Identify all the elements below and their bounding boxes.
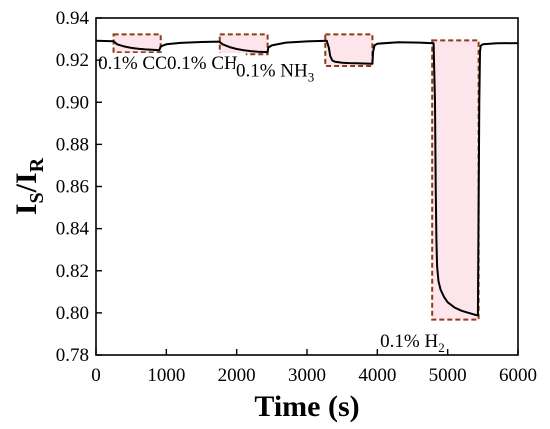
gas-label-text: 0.1% NH — [236, 61, 308, 82]
y-axis: 0.78 0.80 0.82 0.84 0.86 0.88 0.90 0.92 0.94 — [56, 8, 102, 366]
y-tick-label: 0.84 — [56, 219, 90, 240]
y-axis-title-mid: /I — [10, 172, 43, 193]
x-tick-label: 2000 — [218, 365, 256, 386]
y-tick-label: 0.92 — [56, 50, 89, 71]
x-tick-label: 4000 — [358, 365, 396, 386]
gas-label-background — [97, 52, 170, 74]
gas-label-text: 0.1% CH — [167, 53, 238, 74]
y-axis-title: IS/IR — [10, 157, 48, 215]
gas-label-background — [166, 52, 246, 77]
gas-labels: 0.1% CO0.1% CH40.1% NH3 0.1% H2 — [97, 52, 446, 355]
highlight-box-fill — [113, 34, 161, 53]
gas-label: 0.1% CO — [98, 53, 169, 74]
gas-label-subscript: 3 — [308, 70, 315, 85]
x-tick-label: 5000 — [429, 365, 467, 386]
gas-label-subscript: 2 — [438, 340, 445, 355]
highlight-box-fill — [432, 40, 479, 320]
x-tick-label: 0 — [91, 365, 101, 386]
gas-label-background — [234, 60, 316, 85]
gas-label-background — [379, 330, 446, 355]
gas-label: 0.1% H2 — [380, 331, 445, 355]
y-tick-label: 0.82 — [56, 261, 89, 282]
highlight-box-fill — [219, 34, 268, 55]
y-tick-label: 0.88 — [56, 134, 89, 155]
y-tick-label: 0.80 — [56, 303, 89, 324]
y-tick-label: 0.78 — [56, 345, 89, 366]
gas-label: 0.1% CH4 — [167, 53, 245, 77]
y-tick-label: 0.94 — [56, 8, 90, 29]
gas-label: 0.1% NH3 — [236, 61, 314, 85]
y-tick-label: 0.86 — [56, 177, 89, 198]
highlight-box — [112, 33, 162, 54]
y-axis-title-sub1: S — [26, 192, 48, 203]
y-axis-title-sub2: R — [26, 157, 48, 172]
series-line — [95, 39, 519, 317]
x-axis: 0 1000 2000 3000 4000 5000 6000 — [91, 349, 537, 386]
x-tick-label: 1000 — [147, 365, 185, 386]
gas-label-text: 0.1% H — [380, 331, 438, 352]
x-tick-label: 3000 — [288, 365, 326, 386]
y-axis-title-main: I — [10, 203, 43, 215]
x-tick-label: 6000 — [499, 365, 537, 386]
gas-label-text: 0.1% CO — [98, 53, 169, 74]
x-axis-title: Time (s) — [254, 390, 359, 423]
y-tick-label: 0.90 — [56, 92, 89, 113]
